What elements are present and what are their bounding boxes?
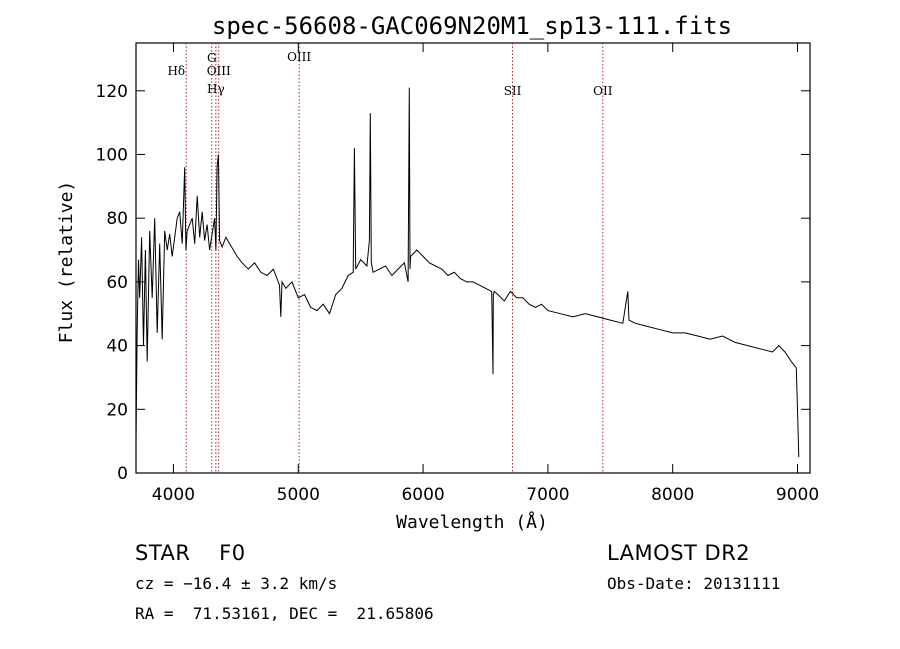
y-axis-label: Flux (relative)	[56, 181, 77, 344]
y-tick-label: 120	[96, 82, 128, 102]
x-tick-label: 9000	[776, 485, 819, 505]
chart-title: spec-56608-GAC069N20M1_sp13-111.fits	[212, 12, 732, 40]
object-class: STAR F0	[135, 541, 246, 565]
ra-dec: RA = 71.53161, DEC = 21.65806	[135, 604, 434, 623]
spectral-line-label: OIII	[207, 64, 231, 78]
x-tick-label: 7000	[526, 485, 569, 505]
spectrum-line	[135, 87, 800, 458]
x-tick-label: 8000	[651, 485, 694, 505]
y-tick-label: 100	[96, 145, 128, 165]
redshift-velocity: cz = −16.4 ± 3.2 km/s	[135, 574, 338, 593]
survey-label: LAMOST DR2	[607, 541, 751, 565]
spectral-line-label: Hδ	[167, 64, 185, 78]
y-tick-label: 20	[106, 400, 128, 420]
y-tick-label: 0	[117, 464, 128, 484]
spectral-line-label: OII	[593, 84, 613, 98]
spectral-line-label: Hγ	[207, 82, 225, 96]
x-tick-label: 4000	[152, 485, 195, 505]
spectral-line-label: G	[207, 51, 217, 65]
observation-date: Obs-Date: 20131111	[607, 574, 781, 593]
spectral-line-label: SII	[504, 84, 522, 98]
y-axis: 0 20 40 60 80 100 120	[96, 82, 810, 484]
x-axis: 4000 5000 6000 7000 8000 9000	[152, 43, 819, 505]
spectral-line-markers	[185, 43, 604, 473]
x-tick-label: 5000	[277, 485, 320, 505]
x-tick-label: 6000	[401, 485, 444, 505]
y-tick-label: 60	[106, 273, 128, 293]
plot-frame	[135, 42, 811, 474]
x-axis-label: Wavelength (Å)	[396, 511, 548, 533]
spectral-line-label: OIII	[287, 50, 311, 64]
y-tick-label: 80	[106, 209, 128, 229]
y-tick-label: 40	[106, 337, 128, 357]
